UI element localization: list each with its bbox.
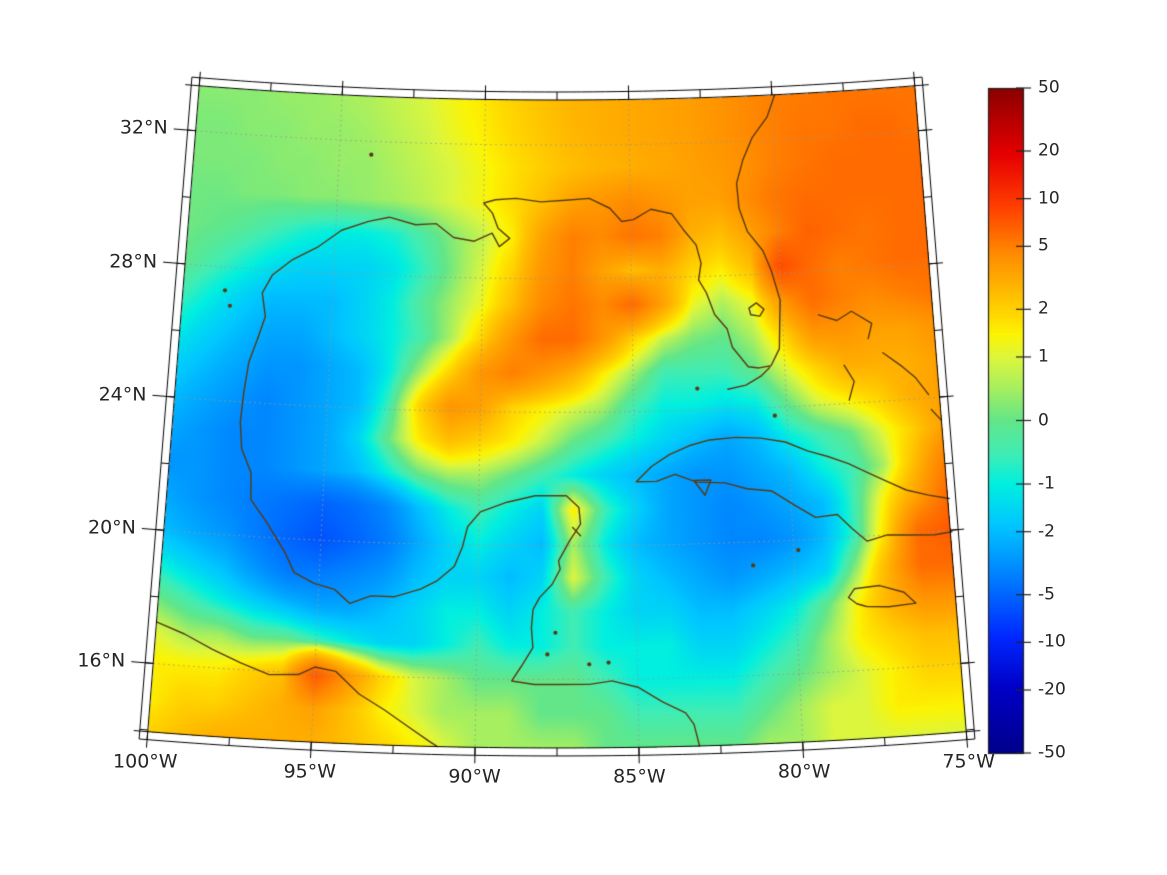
- map-canvas: [0, 0, 1167, 875]
- figure: 32°N 28°N 24°N 20°N 16°N 100°W 95°W 90°W 85°W 80°…: [0, 0, 1167, 875]
